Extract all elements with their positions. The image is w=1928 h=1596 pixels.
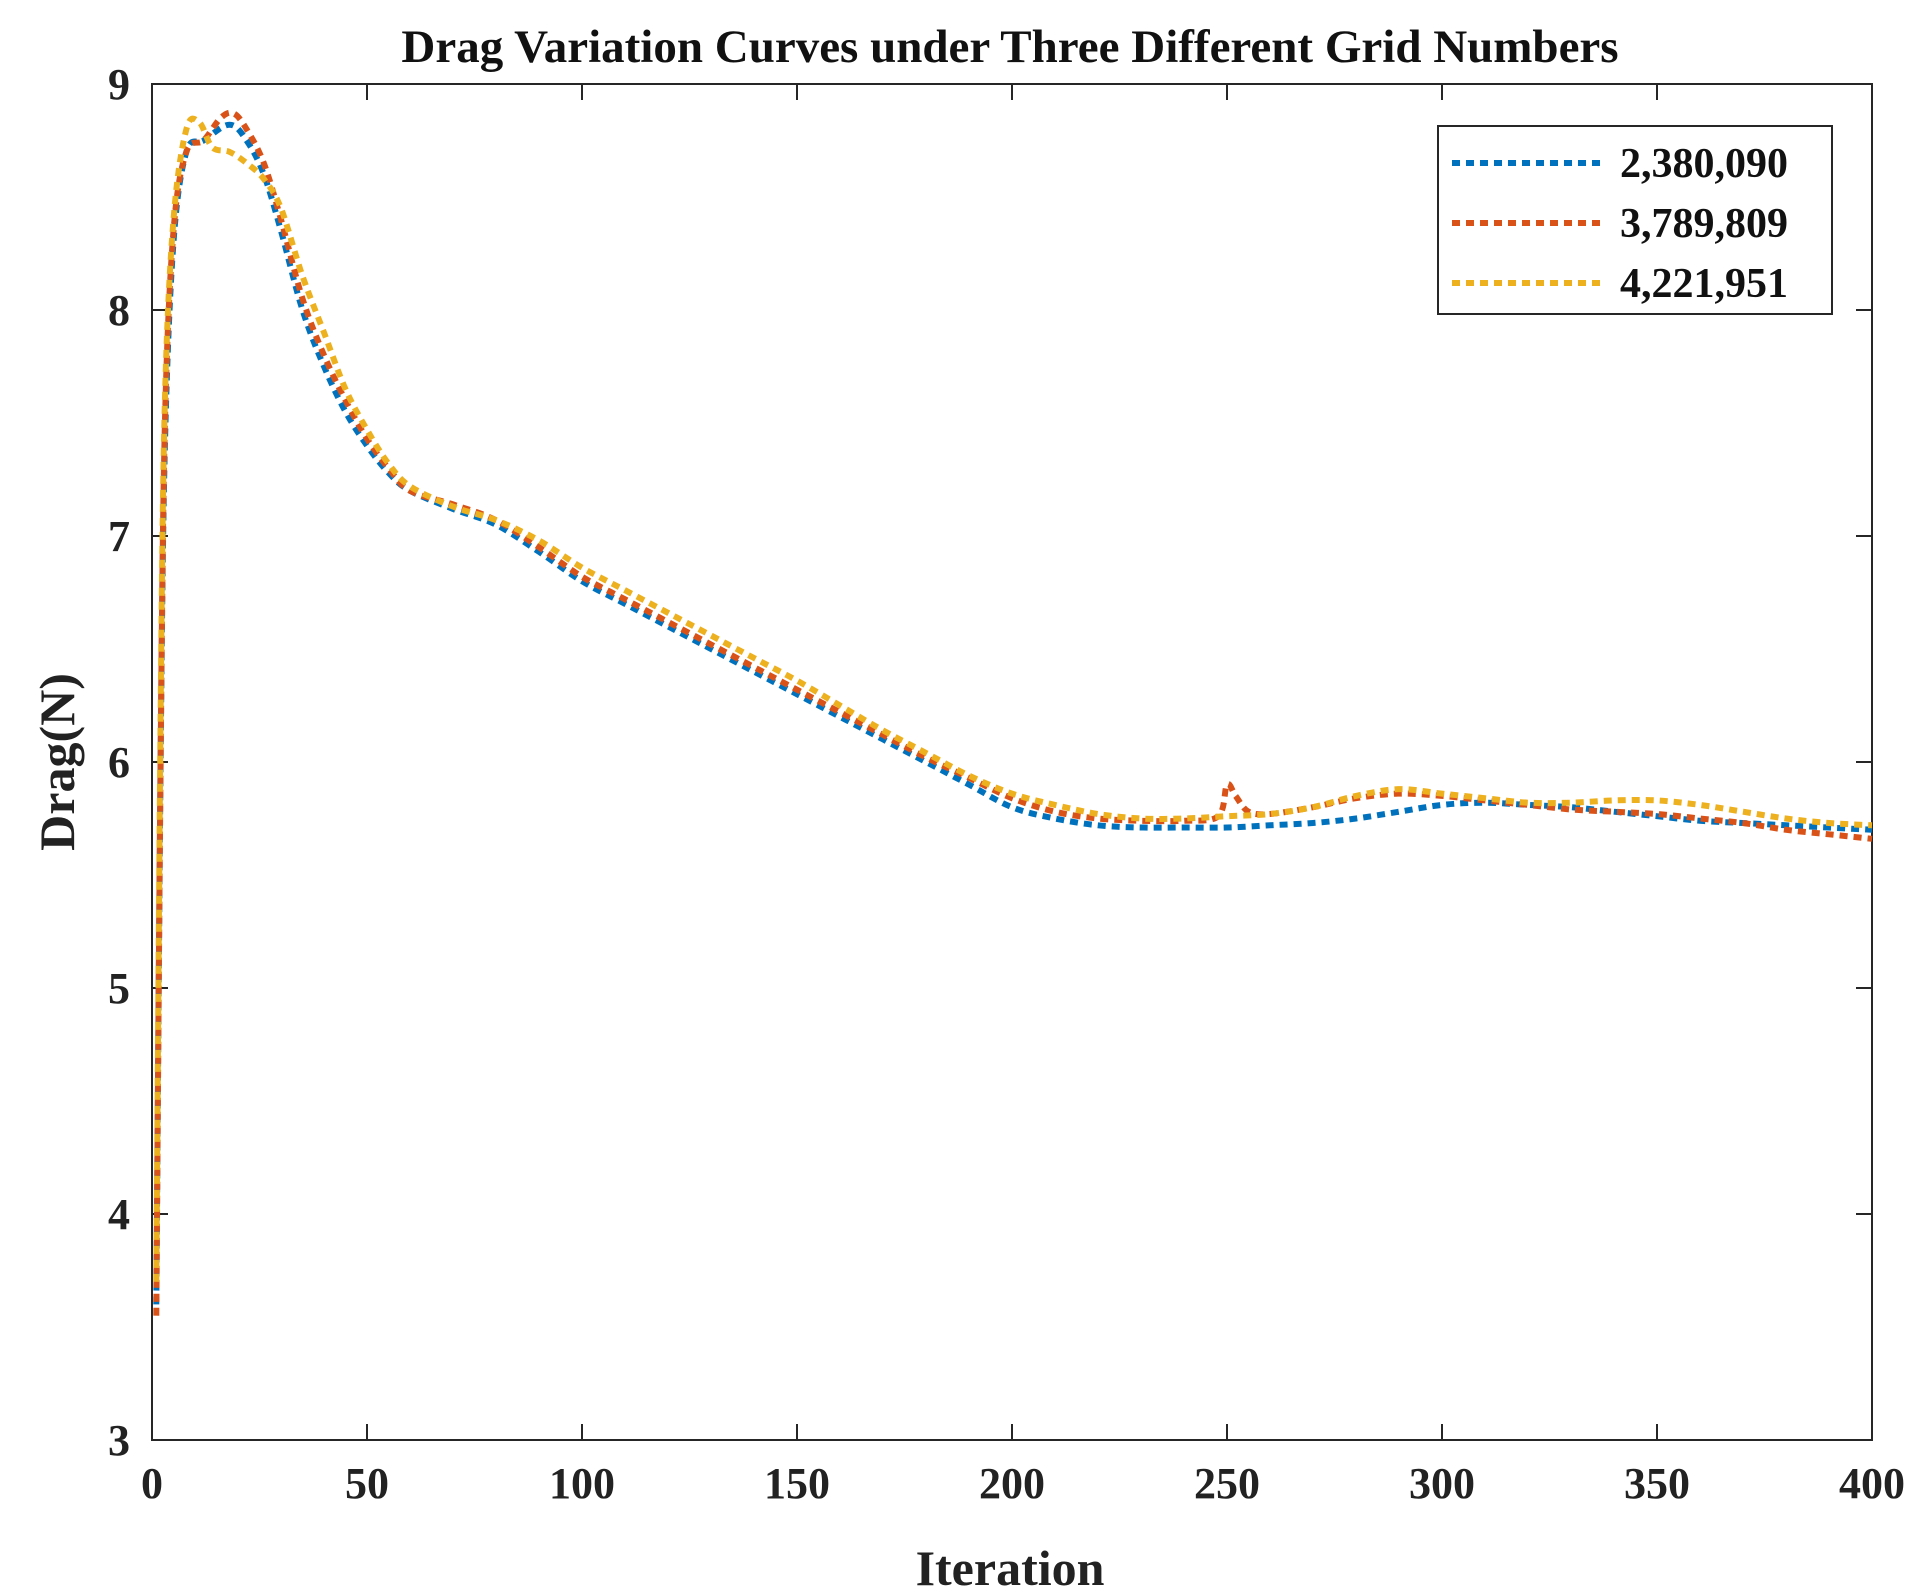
y-tick-label: 4 — [108, 1190, 130, 1239]
y-tick-label: 7 — [108, 512, 130, 561]
x-tick-label: 300 — [1409, 1459, 1475, 1508]
y-tick-label: 9 — [108, 60, 130, 109]
series-line-1 — [153, 121, 1873, 1305]
legend-label-1: 2,380,090 — [1620, 141, 1788, 187]
x-tick-label: 250 — [1194, 1459, 1260, 1508]
x-tick-label: 350 — [1624, 1459, 1690, 1508]
legend-label-2: 3,789,809 — [1620, 201, 1788, 247]
x-tick-label: 150 — [764, 1459, 830, 1508]
series-line-3 — [153, 115, 1873, 1282]
series-lines — [153, 109, 1873, 1316]
y-tick-label: 6 — [108, 738, 130, 787]
y-tick-label: 3 — [108, 1416, 130, 1465]
x-tick-label: 0 — [141, 1459, 163, 1508]
y-axis: 3 4 5 6 7 8 9 — [108, 60, 1872, 1465]
y-tick-label: 5 — [108, 964, 130, 1013]
x-axis: 0 50 100 150 200 250 300 350 400 — [141, 84, 1905, 1508]
x-tick-label: 400 — [1839, 1459, 1905, 1508]
legend-box — [1437, 125, 1833, 315]
x-tick-label: 200 — [979, 1459, 1045, 1508]
x-axis-label: Iteration — [916, 1540, 1105, 1596]
legend-label-3: 4,221,951 — [1620, 261, 1788, 307]
legend: 2,380,090 3,789,809 4,221,951 — [1437, 125, 1833, 315]
x-tick-label: 50 — [345, 1459, 389, 1508]
x-tick-label: 100 — [549, 1459, 615, 1508]
y-axis-label: Drag(N) — [29, 673, 85, 851]
y-tick-label: 8 — [108, 286, 130, 335]
chart-title: Drag Variation Curves under Three Differ… — [401, 21, 1618, 73]
